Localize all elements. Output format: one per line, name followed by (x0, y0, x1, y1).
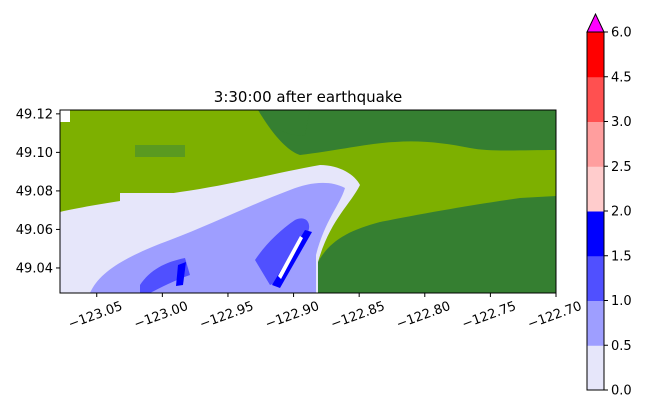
nodata-patch (60, 110, 70, 122)
colorbar-extend-max (586, 12, 605, 33)
chart-title: 3:30:00 after earthquake (214, 88, 402, 106)
y-tick-label: 49.06 (16, 223, 53, 238)
flood-depth-1.0-1.5 (255, 218, 310, 285)
x-tick-label: −122.75 (460, 299, 518, 332)
x-tick-label: −122.95 (198, 299, 256, 332)
colorbar-tick-label: 0.5 (611, 339, 632, 354)
upland-patch (135, 145, 185, 157)
colorbar-segment (587, 345, 604, 391)
colorbar-segment (587, 166, 604, 212)
y-tick-label: 49.04 (16, 261, 53, 276)
north-highland-patch (262, 110, 310, 136)
colorbar: 0.0 0.5 1.0 1.5 2.0 2.5 3.0 4.5 6.0 (586, 12, 632, 399)
colorbar-tick-label: 1.5 (611, 249, 632, 264)
x-tick-label: −122.70 (526, 299, 584, 332)
axes-frame (59, 109, 557, 294)
colorbar-tick-label: 3.0 (611, 115, 632, 130)
flood-depth-1.0-1.5-b (140, 258, 190, 293)
colorbar-segment (587, 121, 604, 167)
colorbar-tick-label: 1.0 (611, 294, 632, 309)
colorbar-tick-label: 4.5 (611, 70, 632, 85)
y-tick-label: 49.10 (16, 146, 53, 161)
x-tick-label: −123.00 (132, 299, 190, 332)
y-tick-label: 49.12 (16, 107, 53, 122)
colorbar-tick-label: 0.0 (611, 384, 632, 399)
x-tick-label: −122.85 (329, 299, 387, 332)
colorbar-tick-label: 6.0 (611, 26, 632, 41)
x-tick-label: −122.90 (263, 299, 321, 332)
colorbar-segment (587, 32, 604, 78)
colorbar-tick-label: 2.5 (611, 160, 632, 175)
dry-bar (278, 236, 303, 279)
colorbar-segment (587, 300, 604, 346)
x-tick-label: −122.80 (395, 299, 453, 332)
colorbar-segment (587, 211, 604, 257)
y-tick-label: 49.08 (16, 184, 53, 199)
plot-area (60, 110, 556, 293)
low-flood-patch (120, 193, 180, 213)
x-tick-label: −123.05 (66, 299, 124, 332)
colorbar-segment (587, 255, 604, 301)
colorbar-tick-label: 2.0 (611, 205, 632, 220)
colorbar-segment (587, 76, 604, 122)
north-highland-region (258, 110, 556, 155)
south-highland-region (318, 196, 556, 293)
flood-depth-1.5-2.0-b (176, 262, 186, 286)
